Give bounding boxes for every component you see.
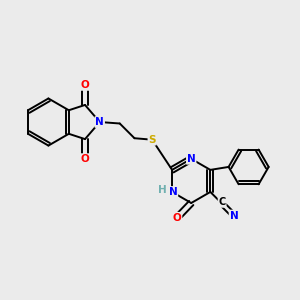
- Text: H: H: [158, 185, 167, 196]
- Text: N: N: [95, 117, 104, 127]
- Text: N: N: [230, 211, 238, 220]
- Text: O: O: [173, 213, 182, 223]
- Text: N: N: [187, 154, 196, 164]
- Text: C: C: [218, 197, 226, 207]
- Text: O: O: [81, 154, 89, 164]
- Text: S: S: [148, 135, 156, 145]
- Text: O: O: [81, 80, 89, 90]
- Text: N: N: [169, 187, 177, 197]
